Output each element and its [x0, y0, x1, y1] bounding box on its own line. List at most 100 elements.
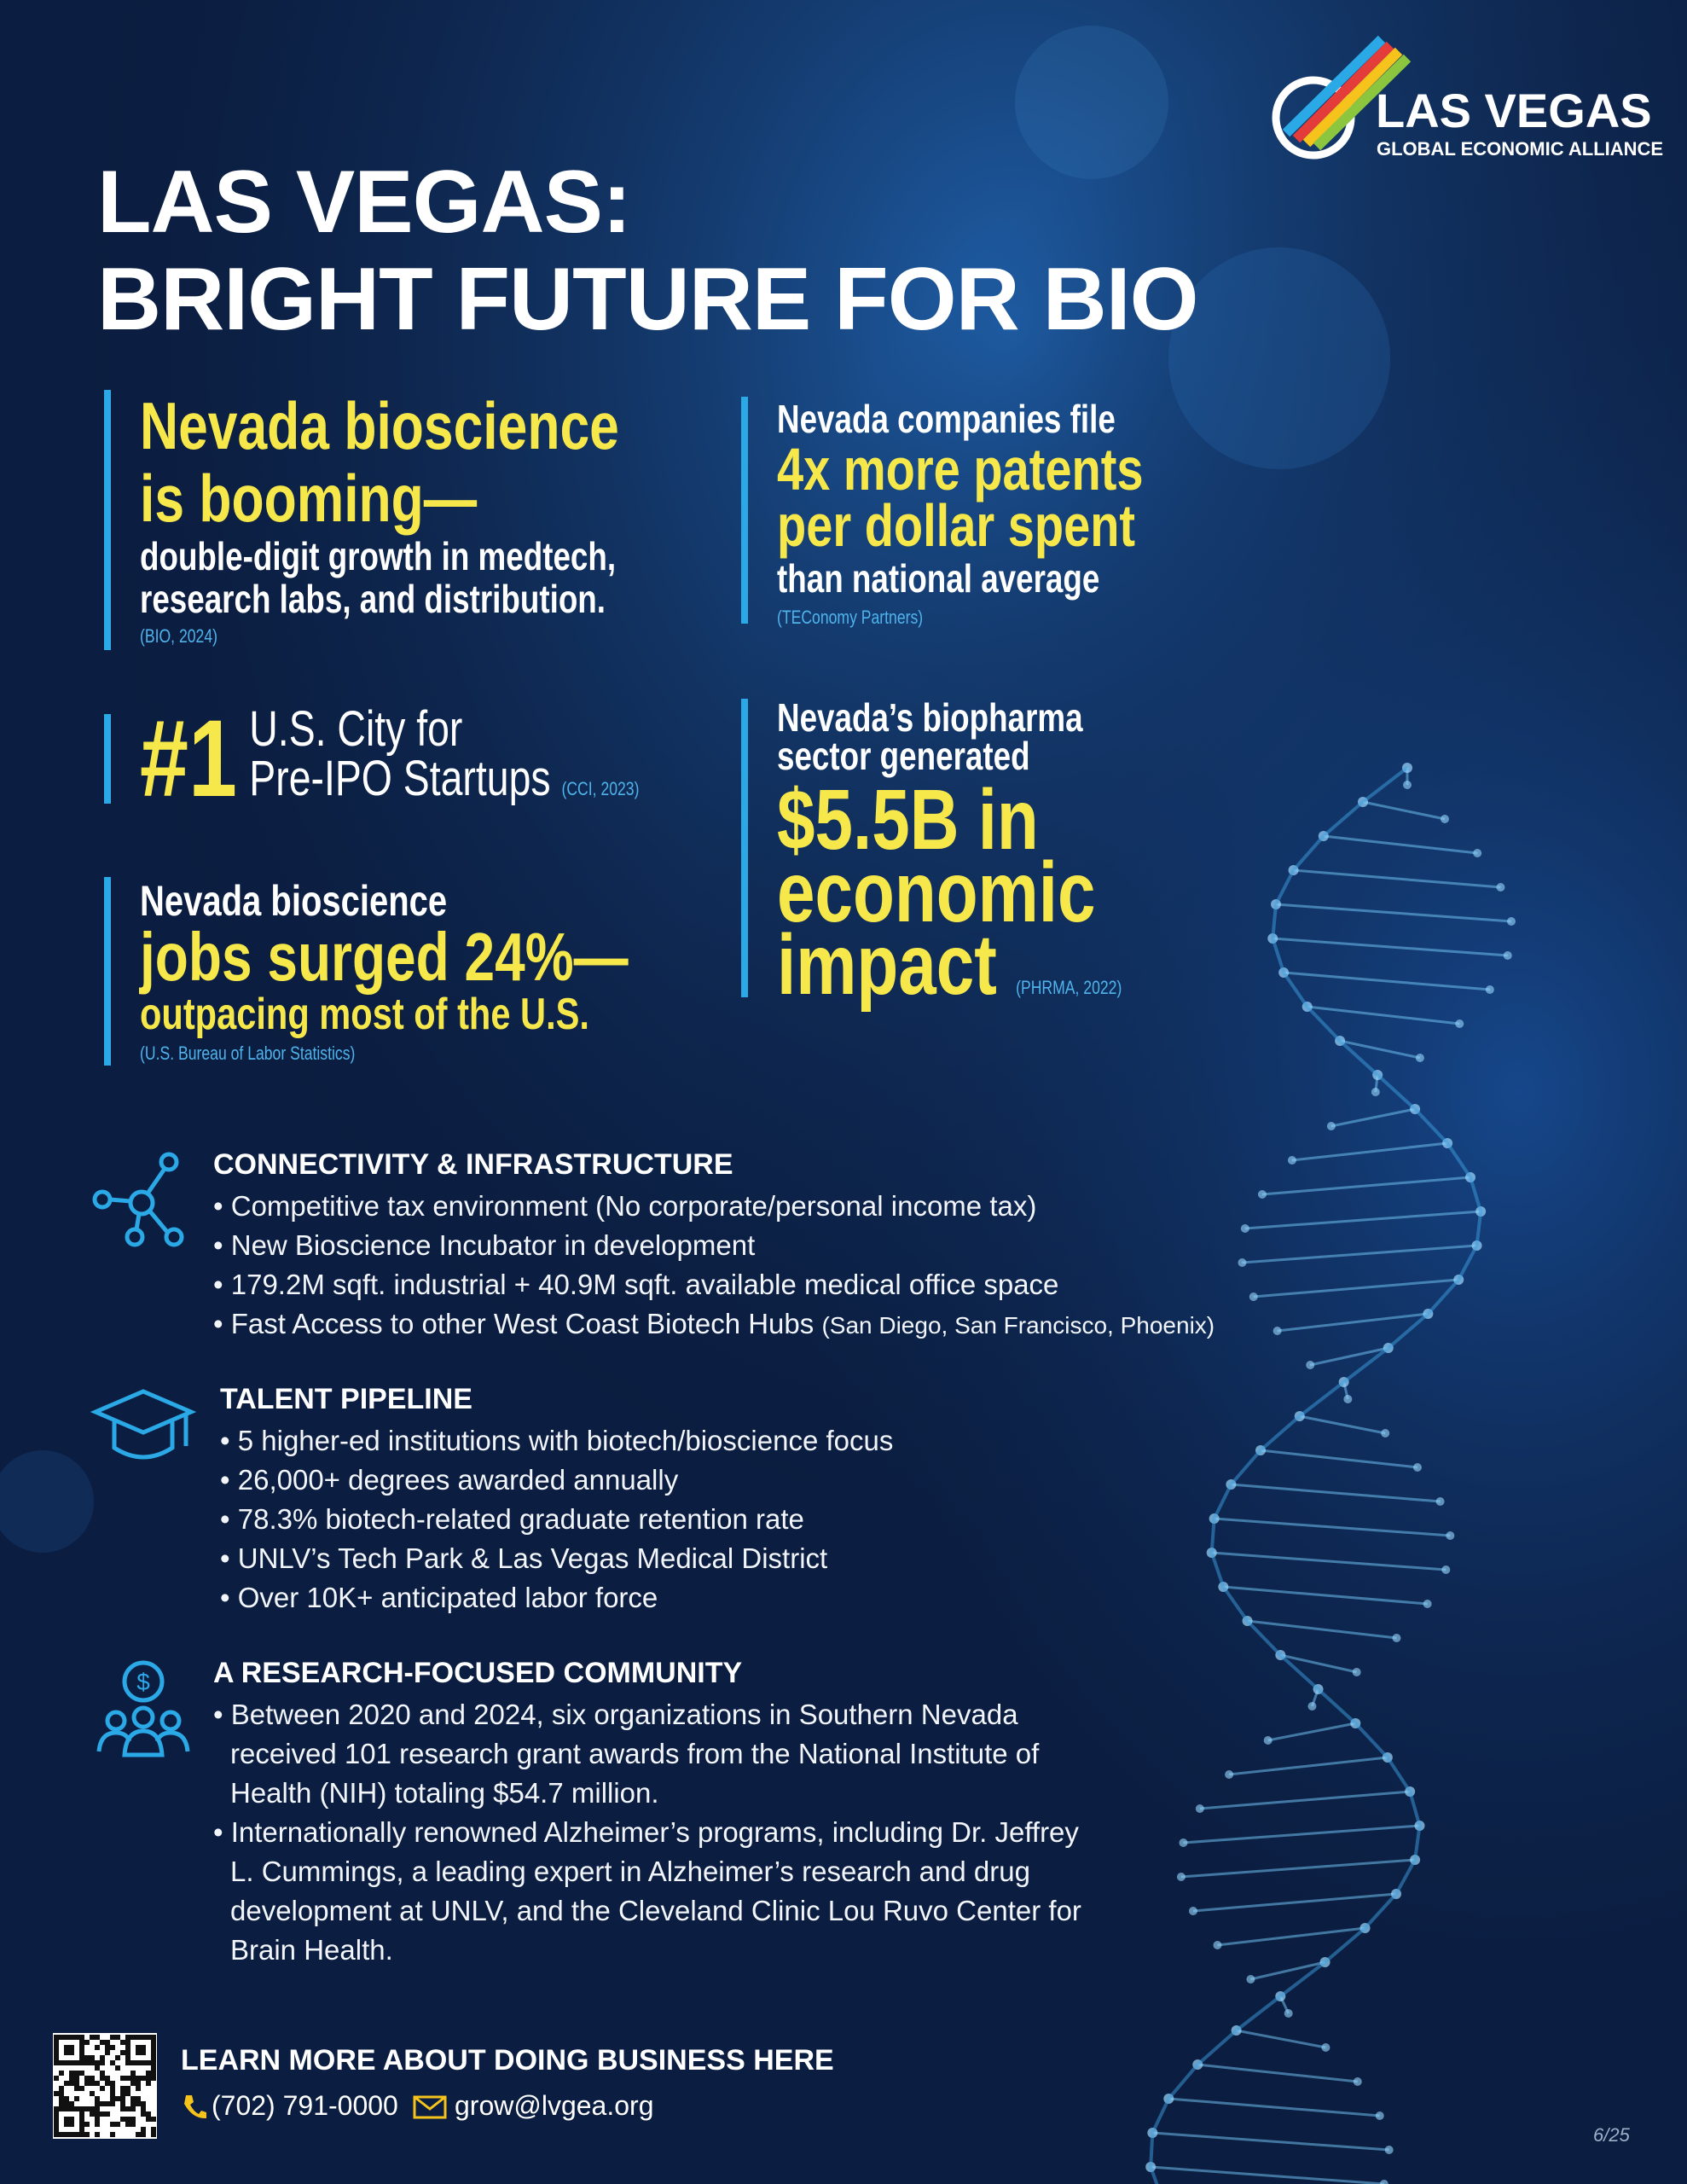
qr-cell	[74, 2076, 79, 2081]
qr-cell	[95, 2081, 100, 2086]
qr-cell	[74, 2071, 79, 2076]
footer-email: grow@lvgea.org	[455, 2090, 654, 2121]
qr-cell	[84, 2132, 90, 2137]
qr-cell	[95, 2060, 100, 2065]
helix-rung	[1272, 937, 1508, 957]
qr-cell	[141, 2076, 146, 2081]
qr-cell	[136, 2076, 141, 2081]
qr-cell	[151, 2065, 156, 2071]
qr-cell	[125, 2060, 130, 2065]
helix-node	[1306, 1361, 1315, 1369]
helix-strand	[1361, 766, 1409, 804]
stat-intro: sector generated	[777, 734, 1030, 778]
qr-cell	[120, 2086, 125, 2091]
helix-rung	[1323, 834, 1478, 855]
qr-cell	[95, 2117, 100, 2122]
qr-cell	[151, 2040, 156, 2045]
qr-cell	[95, 2096, 100, 2101]
qr-cell	[100, 2060, 105, 2065]
helix-rung	[1217, 1926, 1365, 1947]
stat-card: Nevada’s biopharma sector generated $5.5…	[741, 698, 1260, 1008]
qr-cell	[130, 2106, 136, 2111]
qr-cell	[54, 2060, 59, 2065]
helix-rung	[1253, 1278, 1459, 1298]
helix-rung	[1260, 1449, 1418, 1469]
helix-node	[1381, 1429, 1390, 1438]
qr-cell	[64, 2096, 69, 2101]
qr-cell	[151, 2132, 156, 2137]
qr-cell	[74, 2035, 79, 2040]
helix-strand	[1274, 869, 1296, 905]
qr-cell	[136, 2035, 141, 2040]
qr-cell	[64, 2101, 69, 2106]
qr-cell	[110, 2096, 115, 2101]
qr-cell	[54, 2076, 59, 2081]
helix-node	[1392, 1634, 1401, 1642]
qr-cell	[115, 2035, 120, 2040]
stat-source: (TEConomy Partners)	[777, 607, 924, 628]
helix-node	[1321, 2043, 1330, 2052]
qr-cell	[54, 2127, 59, 2132]
helix-strand	[1317, 1687, 1357, 1725]
network-icon	[92, 1152, 184, 1247]
qr-cell	[120, 2050, 125, 2055]
helix-strand	[1196, 2029, 1238, 2066]
qr-cell	[69, 2081, 74, 2086]
info-section: TALENT PIPELINE 5 higher-ed institutions …	[220, 1383, 1116, 1618]
stat-headline: impact	[777, 917, 997, 1013]
qr-cell	[84, 2081, 90, 2086]
helix-strand	[1298, 1380, 1345, 1418]
qr-cell	[136, 2132, 141, 2137]
stat-card: Nevada companies file 4x more patents pe…	[741, 397, 1260, 628]
helix-strand	[1212, 1484, 1233, 1519]
helix-rung	[1307, 1005, 1460, 1025]
bokeh	[1168, 247, 1390, 469]
stat-detail: outpacing most of the U.S.	[140, 990, 589, 1039]
qr-cell	[125, 2045, 130, 2050]
helix-strand	[1364, 1892, 1398, 1930]
qr-cell	[79, 2035, 84, 2040]
qr-cell	[79, 2071, 84, 2076]
helix-strand	[1338, 1039, 1379, 1077]
helix-rung	[1339, 1039, 1421, 1060]
stat-card: #1 U.S. City for Pre-IPO Startups (CCI, …	[104, 704, 674, 813]
stat-headline: per dollar spent	[777, 492, 1136, 559]
logo-stripe	[1302, 47, 1403, 148]
qr-cell	[100, 2101, 105, 2106]
qr-cell	[69, 2035, 74, 2040]
helix-strand	[1376, 1073, 1417, 1111]
qr-cell	[110, 2060, 115, 2065]
qr-cell	[59, 2071, 64, 2076]
helix-strand	[1324, 1926, 1366, 1964]
stat-card: Nevada bioscience jobs surged 24%— outpa…	[104, 877, 674, 1066]
helix-rung	[1291, 1141, 1448, 1162]
qr-cell	[151, 2060, 156, 2065]
helix-strand	[1394, 1859, 1417, 1895]
helix-node	[1455, 1019, 1464, 1028]
logo-stripe	[1292, 41, 1394, 143]
graduation-icon	[90, 1389, 196, 1460]
helix-rung	[1236, 2029, 1326, 2049]
stat-detail: double-digit growth in medtech,	[140, 534, 617, 578]
bullet-text: New Bioscience Incubator in development	[230, 1229, 756, 1261]
helix-strand	[1271, 938, 1286, 973]
qr-cell	[54, 2122, 59, 2127]
helix-node	[1353, 2077, 1362, 2086]
qr-cell	[95, 2101, 100, 2106]
qr-cell	[69, 2122, 74, 2127]
helix-strand	[1278, 1653, 1319, 1691]
qr-cell	[141, 2132, 146, 2137]
helix-rung	[1247, 1619, 1397, 1640]
qr-cell	[146, 2035, 151, 2040]
qr-cell	[64, 2122, 69, 2127]
bullet-text: Between 2020 and 2024, six organizations…	[230, 1699, 1040, 1809]
qr-cell	[110, 2045, 115, 2050]
qr-cell	[130, 2076, 136, 2081]
page-number: 6/25	[1593, 2124, 1630, 2146]
helix-rung	[1261, 1176, 1471, 1196]
qr-cell	[79, 2086, 84, 2091]
bullet-text: Over 10K+ anticipated labor force	[237, 1582, 658, 1613]
helix-node	[1446, 1531, 1455, 1540]
bullet-item: UNLV’s Tech Park & Las Vegas Medical Dis…	[220, 1539, 1116, 1578]
